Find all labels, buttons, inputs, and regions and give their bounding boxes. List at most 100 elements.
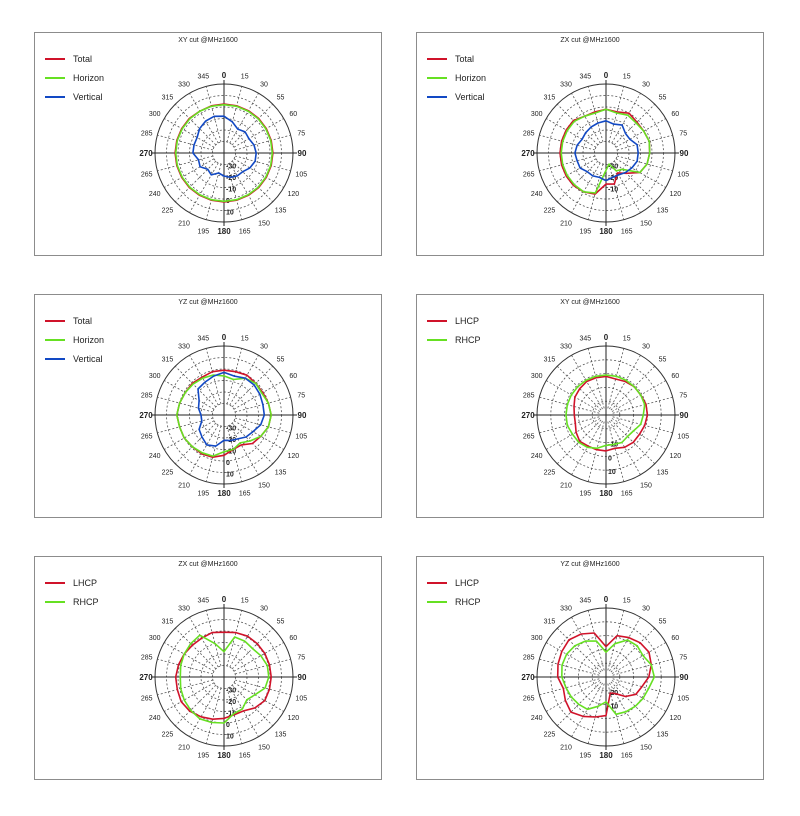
- angle-tick-label: 180: [599, 489, 613, 498]
- legend-swatch: [45, 319, 65, 322]
- legend-label: RHCP: [455, 334, 481, 345]
- legend-label: Vertical: [455, 91, 485, 102]
- angle-tick-label: 75: [297, 392, 305, 399]
- grid-spoke: [235, 134, 291, 151]
- angle-tick-label: 120: [287, 453, 299, 460]
- grid-spoke: [229, 355, 259, 406]
- legend-label: Total: [73, 53, 93, 64]
- angle-tick-label: 15: [623, 74, 631, 81]
- grid-spoke: [539, 155, 595, 172]
- angle-tick-label: 315: [544, 356, 556, 363]
- grid-spoke: [189, 424, 219, 475]
- grid-spoke: [235, 658, 291, 675]
- series-line-rhcp: [179, 634, 270, 724]
- polar-plot: 0 15 30 55 60 75 90 105 120 135 150 165 180 195 210 225…: [139, 333, 307, 498]
- grid-spoke: [205, 610, 222, 666]
- angle-tick-label: 300: [149, 635, 161, 642]
- grid-spoke: [546, 118, 597, 148]
- angle-tick-label: 0: [222, 595, 227, 604]
- angle-tick-label: 240: [149, 453, 161, 460]
- grid-spoke: [231, 160, 274, 203]
- series-line-vertical: [197, 371, 266, 447]
- angle-tick-label: 225: [162, 208, 174, 215]
- grid-spoke: [615, 118, 666, 148]
- angle-tick-label: 270: [139, 673, 153, 682]
- angle-tick-label: 165: [621, 490, 633, 497]
- grid-spoke: [205, 688, 222, 744]
- angle-tick-label: 15: [241, 336, 249, 343]
- angle-tick-label: 30: [260, 344, 268, 351]
- grid-spoke: [205, 86, 222, 142]
- grid-spoke: [546, 158, 597, 188]
- angle-tick-label: 0: [222, 71, 227, 80]
- radial-tick-label: 10: [226, 210, 234, 217]
- angle-tick-label: 60: [289, 373, 297, 380]
- legend-item: RHCP: [427, 330, 481, 349]
- grid-spoke: [587, 683, 605, 744]
- grid-spoke: [157, 417, 213, 434]
- radial-tick-label: -10: [226, 187, 236, 194]
- angle-tick-label: 330: [560, 606, 572, 613]
- angle-tick-label: 195: [579, 490, 591, 497]
- angle-tick-label: 60: [671, 111, 679, 118]
- grid-spoke: [539, 134, 595, 151]
- angle-tick-label: 30: [260, 82, 268, 89]
- radial-tick-label: -30: [226, 688, 236, 695]
- chart-title: YZ cut @MHz1600: [178, 299, 238, 306]
- angle-tick-label: 165: [621, 752, 633, 759]
- angle-tick-label: 0: [604, 333, 609, 342]
- legend-item: Horizon: [427, 68, 486, 87]
- angle-tick-label: 105: [295, 696, 307, 703]
- angle-tick-label: 315: [162, 618, 174, 625]
- angle-tick-label: 120: [669, 191, 681, 198]
- angle-tick-label: 90: [680, 673, 689, 682]
- angle-tick-label: 180: [599, 751, 613, 760]
- angle-tick-label: 285: [141, 392, 153, 399]
- grid-spoke: [157, 155, 213, 172]
- angle-tick-label: 345: [579, 74, 591, 81]
- angle-tick-label: 285: [523, 130, 535, 137]
- angle-tick-label: 120: [287, 715, 299, 722]
- series-line-horizon: [560, 108, 651, 194]
- radial-tick-label: -30: [226, 426, 236, 433]
- legend-label: RHCP: [455, 596, 481, 607]
- grid-spoke: [157, 134, 213, 151]
- angle-tick-label: 55: [277, 618, 285, 625]
- angle-tick-label: 30: [642, 606, 650, 613]
- grid-spoke: [587, 86, 604, 142]
- angle-tick-label: 270: [521, 673, 535, 682]
- grid-spoke: [226, 688, 243, 744]
- legend-label: LHCP: [455, 315, 480, 326]
- series-line-rhcp: [565, 374, 646, 450]
- legend-label: Horizon: [73, 72, 105, 83]
- grid-spoke: [189, 93, 219, 144]
- series-line-lhcp: [573, 375, 649, 452]
- grid-spoke: [612, 658, 673, 676]
- angle-tick-label: 0: [604, 71, 609, 80]
- radial-tick-label: 10: [608, 469, 616, 476]
- polar-chart-zx-cut: ZX cut @MHz1600 0 15 30 55 60 75 90 105 120 135 150…: [416, 32, 764, 256]
- angle-tick-label: 210: [178, 220, 190, 227]
- angle-tick-label: 210: [178, 482, 190, 489]
- angle-tick-label: 150: [640, 744, 652, 751]
- angle-tick-label: 330: [178, 606, 190, 613]
- angle-tick-label: 345: [579, 598, 591, 605]
- radial-tick-label: -10: [608, 187, 618, 194]
- angle-tick-label: 165: [239, 752, 251, 759]
- angle-tick-label: 135: [275, 470, 287, 477]
- angle-tick-label: 210: [560, 220, 572, 227]
- legend-swatch: [45, 600, 65, 603]
- series-line-horizon: [176, 374, 272, 457]
- chart-title: ZX cut @MHz1600: [560, 37, 620, 44]
- legend-swatch: [45, 581, 65, 584]
- angle-tick-label: 195: [579, 752, 591, 759]
- angle-tick-label: 150: [640, 220, 652, 227]
- angle-tick-label: 55: [659, 94, 667, 101]
- polar-chart-xy-cut-circular: XY cut @MHz1600 0 15 30 55 60 75 90 105 120 135 150…: [416, 294, 764, 518]
- series-line-lhcp: [556, 632, 653, 718]
- angle-tick-label: 265: [523, 172, 535, 179]
- legend-item: RHCP: [427, 592, 481, 611]
- legend-swatch: [427, 581, 447, 584]
- grid-spoke: [189, 686, 219, 737]
- angle-tick-label: 225: [544, 208, 556, 215]
